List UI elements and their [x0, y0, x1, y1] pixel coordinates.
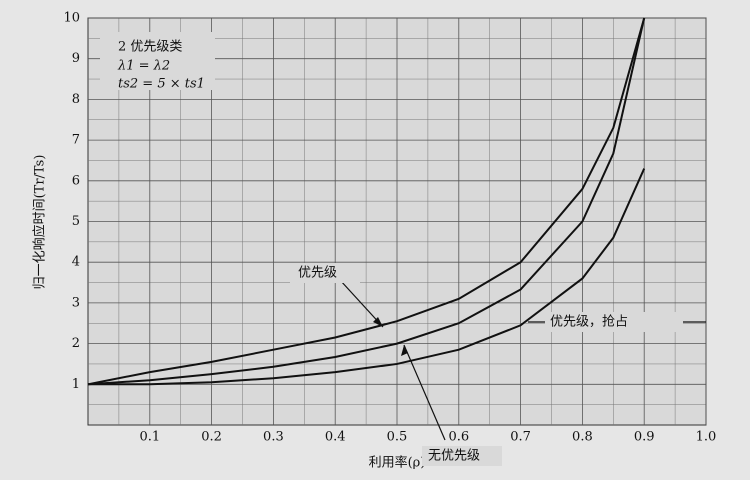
x-tick-label: 0.5	[387, 430, 408, 445]
x-tick-label: 0.3	[263, 430, 284, 445]
x-axis-label: 利用率(ρ)	[369, 455, 426, 471]
x-tick-label: 0.6	[448, 430, 469, 445]
y-tick-label: 2	[72, 336, 80, 351]
y-tick-label: 6	[72, 173, 80, 188]
x-tick-label: 0.9	[634, 430, 655, 445]
x-tick-label: 0.7	[510, 430, 531, 445]
x-tick-label: 1.0	[696, 430, 717, 445]
x-tick-label: 0.8	[572, 430, 593, 445]
label-bg	[290, 263, 360, 283]
label-bg	[422, 446, 502, 466]
series-label: 无优先级	[428, 449, 480, 464]
y-tick-label: 9	[72, 51, 80, 66]
pointer-head	[373, 317, 383, 327]
annotation: 2 优先级类	[118, 40, 182, 55]
y-tick-label: 7	[72, 133, 80, 148]
y-tick-label: 5	[72, 214, 80, 229]
y-tick-label: 1	[72, 377, 80, 392]
series-line	[87, 17, 646, 386]
series-label: 优先级，抢占	[550, 314, 628, 330]
annotation: λ1 = λ2	[117, 59, 170, 74]
annotation: ts2 = 5 × ts1	[118, 77, 205, 92]
y-tick-label: 3	[72, 295, 80, 310]
x-tick-label: 0.4	[325, 430, 346, 445]
y-tick-label: 4	[72, 255, 80, 270]
x-tick-label: 0.2	[201, 430, 222, 445]
x-tick-label: 0.1	[139, 430, 160, 445]
series-line	[88, 168, 646, 386]
series-label: 优先级	[298, 266, 337, 281]
series-line	[87, 17, 646, 386]
pointer-head	[401, 345, 408, 356]
y-tick-label: 8	[72, 92, 80, 107]
pointer	[403, 344, 446, 441]
annotation-box	[100, 32, 215, 90]
label-bg	[545, 312, 683, 332]
y-tick-label: 10	[63, 11, 80, 26]
y-axis-label: 归一化响应时间(Tr/Ts)	[32, 155, 48, 290]
